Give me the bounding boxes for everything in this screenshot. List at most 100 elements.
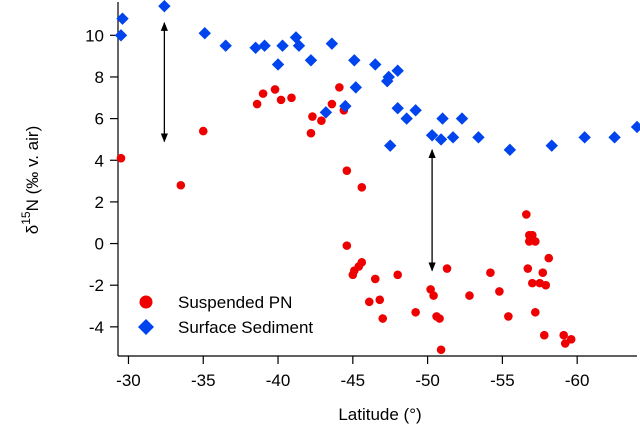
data-series bbox=[114, 0, 640, 355]
data-point-suspended-pn bbox=[539, 330, 549, 340]
data-point-surface-sediment bbox=[198, 27, 211, 40]
y-tick-label: -4 bbox=[89, 318, 104, 337]
y-tick-label: 2 bbox=[95, 193, 104, 212]
data-point-suspended-pn bbox=[335, 83, 344, 92]
data-point-suspended-pn bbox=[560, 339, 570, 348]
data-point-surface-sediment bbox=[304, 54, 318, 67]
y-axis-title-rest: N (‰ v. air) bbox=[23, 126, 42, 212]
data-point-suspended-pn bbox=[522, 210, 531, 219]
data-point-suspended-pn bbox=[541, 280, 551, 290]
data-point-surface-sediment bbox=[339, 99, 352, 113]
data-point-surface-sediment bbox=[630, 120, 640, 134]
data-point-suspended-pn bbox=[306, 128, 316, 138]
y-tick-label: 8 bbox=[95, 68, 104, 87]
data-point-surface-sediment bbox=[219, 39, 232, 52]
data-point-suspended-pn bbox=[495, 287, 504, 296]
data-point-surface-sediment bbox=[409, 104, 422, 117]
data-point-surface-sediment bbox=[271, 58, 285, 71]
data-point-suspended-pn bbox=[544, 253, 554, 263]
x-tick-label: -55 bbox=[490, 371, 515, 390]
data-point-suspended-pn bbox=[411, 307, 420, 317]
data-point-surface-sediment bbox=[349, 81, 363, 94]
series-surface-sediment bbox=[114, 0, 640, 157]
x-tick-label: -40 bbox=[266, 371, 291, 390]
data-point-suspended-pn bbox=[375, 295, 385, 305]
data-point-surface-sediment bbox=[436, 112, 449, 125]
data-point-surface-sediment bbox=[545, 139, 558, 152]
data-point-suspended-pn bbox=[287, 93, 296, 103]
x-tick-label: -35 bbox=[191, 371, 216, 390]
data-point-surface-sediment bbox=[382, 70, 395, 84]
x-axis-ticks: -30 -35 -40 -45 -50 -55 -60 bbox=[116, 356, 589, 390]
data-point-suspended-pn bbox=[116, 153, 126, 163]
legend-marker-surface-sediment bbox=[138, 319, 154, 335]
legend-label-surface-sediment: Surface Sediment bbox=[178, 318, 313, 337]
data-point-surface-sediment bbox=[400, 112, 413, 125]
y-tick-label: 10 bbox=[85, 26, 104, 45]
data-point-surface-sediment bbox=[319, 106, 333, 119]
data-point-surface-sediment bbox=[276, 39, 289, 52]
data-point-suspended-pn bbox=[530, 237, 540, 246]
data-point-surface-sediment bbox=[292, 39, 306, 52]
annotation-arrows bbox=[160, 21, 436, 272]
data-point-suspended-pn bbox=[465, 291, 474, 300]
data-point-suspended-pn bbox=[393, 270, 402, 280]
data-point-suspended-pn bbox=[342, 241, 352, 250]
data-point-suspended-pn bbox=[317, 116, 326, 125]
data-point-suspended-pn bbox=[357, 183, 367, 192]
data-point-suspended-pn bbox=[198, 126, 208, 136]
data-point-surface-sediment bbox=[472, 131, 485, 144]
y-axis-ticks: -4 -2 0 2 4 6 8 10 bbox=[85, 26, 118, 337]
y-axis-title-delta: δ bbox=[23, 225, 42, 234]
data-point-suspended-pn bbox=[364, 297, 374, 307]
legend-marker-suspended-pn bbox=[139, 295, 153, 309]
data-point-suspended-pn bbox=[523, 264, 533, 273]
y-axis-title-superscript: 15 bbox=[19, 211, 33, 225]
data-point-suspended-pn bbox=[559, 330, 569, 340]
data-point-suspended-pn bbox=[176, 180, 186, 190]
data-point-suspended-pn bbox=[357, 257, 367, 267]
data-point-suspended-pn bbox=[276, 95, 286, 105]
x-tick-label: -60 bbox=[565, 371, 590, 390]
data-point-surface-sediment bbox=[158, 0, 171, 13]
data-point-surface-sediment bbox=[455, 112, 469, 125]
data-point-surface-sediment bbox=[434, 133, 448, 146]
series-suspended-pn bbox=[116, 83, 576, 355]
x-tick-label: -50 bbox=[415, 371, 440, 390]
data-point-surface-sediment bbox=[116, 12, 129, 25]
data-point-suspended-pn bbox=[308, 112, 317, 121]
data-point-surface-sediment bbox=[608, 131, 621, 144]
data-point-suspended-pn bbox=[252, 99, 262, 109]
data-point-suspended-pn bbox=[327, 99, 337, 109]
data-point-suspended-pn bbox=[429, 291, 438, 300]
data-point-suspended-pn bbox=[486, 268, 495, 278]
data-point-surface-sediment bbox=[114, 29, 128, 42]
data-point-suspended-pn bbox=[442, 264, 452, 273]
y-tick-label: 6 bbox=[95, 110, 104, 129]
data-point-suspended-pn bbox=[530, 307, 540, 317]
data-point-surface-sediment bbox=[258, 39, 271, 52]
data-point-surface-sediment bbox=[348, 54, 361, 67]
plot-frame bbox=[117, 2, 637, 357]
data-point-suspended-pn bbox=[378, 314, 388, 323]
data-point-suspended-pn bbox=[528, 278, 537, 288]
data-point-surface-sediment bbox=[391, 102, 404, 115]
data-point-surface-sediment bbox=[384, 139, 397, 152]
data-point-suspended-pn bbox=[435, 314, 444, 323]
y-tick-label: -2 bbox=[89, 276, 104, 295]
data-point-surface-sediment bbox=[391, 64, 404, 77]
data-point-suspended-pn bbox=[436, 345, 446, 355]
x-tick-label: -30 bbox=[116, 371, 141, 390]
y-tick-label: 4 bbox=[95, 151, 104, 170]
y-tick-label: 0 bbox=[95, 235, 104, 254]
data-point-suspended-pn bbox=[566, 335, 576, 344]
data-point-surface-sediment bbox=[503, 143, 517, 157]
data-point-surface-sediment bbox=[578, 131, 591, 144]
x-axis-title: Latitude (°) bbox=[338, 405, 421, 424]
legend: Suspended PN Surface Sediment bbox=[138, 293, 313, 337]
data-point-surface-sediment bbox=[369, 58, 382, 71]
data-point-surface-sediment bbox=[325, 37, 339, 50]
data-point-suspended-pn bbox=[370, 274, 380, 284]
data-point-suspended-pn bbox=[258, 89, 268, 98]
